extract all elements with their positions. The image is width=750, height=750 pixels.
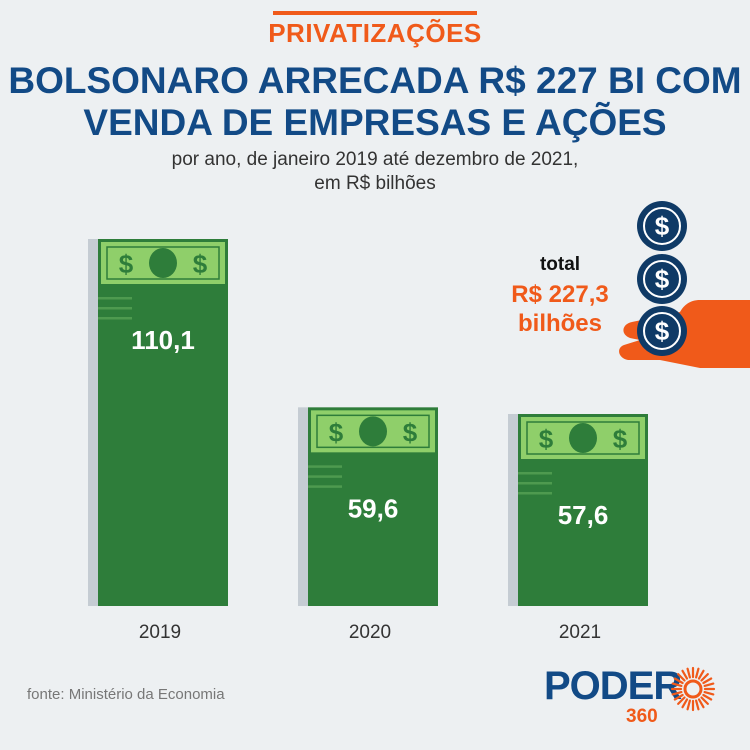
title-line-1: BOLSONARO ARRECADA R$ 227 BI COM: [8, 60, 742, 101]
bar-stripe: [98, 297, 132, 300]
bill-frame: [316, 414, 430, 449]
bar-stripe: [308, 485, 342, 488]
sun-ray: [697, 698, 705, 709]
hand-with-coins-illustration: $ $ $: [619, 201, 750, 368]
subtitle-line-2: em R$ bilhões: [314, 173, 436, 194]
sun-ray: [677, 696, 686, 705]
bill-frame: [106, 246, 220, 280]
kicker: PRIVATIZAÇÕES: [268, 18, 482, 48]
bar-stripe: [518, 472, 552, 475]
bar-stripe: [518, 482, 552, 485]
sun-ray: [671, 682, 683, 687]
coin-dollar-icon: $: [655, 211, 670, 241]
sun-ray: [681, 669, 689, 680]
sun-ray: [702, 677, 713, 685]
bar-2019: [98, 239, 228, 606]
chart-title: BOLSONARO ARRECADA R$ 227 BI COM VENDA D…: [0, 60, 750, 144]
bar-group-2021: $ $57,6 2021: [508, 414, 648, 643]
coin-2: $: [637, 254, 687, 304]
bar-shadow: [508, 414, 518, 606]
coin-dollar-icon: $: [655, 264, 670, 294]
coin-ring: [643, 312, 681, 350]
title-line-2: VENDA DE EMPRESAS E AÇÕES: [83, 102, 667, 143]
data-label-2019: 110,1: [131, 325, 195, 355]
bill-portrait-icon: [359, 416, 387, 447]
x-tick-label-2020: 2020: [349, 622, 391, 643]
chart-subtitle: por ano, de janeiro 2019 até dezembro de…: [0, 148, 750, 196]
total-label: total: [539, 254, 581, 275]
bill-frame: [526, 421, 640, 455]
sun-ray: [700, 696, 709, 705]
bill-dollar-icon: $: [403, 417, 418, 447]
bill-dollar-icon: $: [193, 249, 208, 279]
sun-ray: [695, 667, 700, 679]
bill-dollar-icon: $: [119, 249, 134, 279]
poder360-logo-number: 360: [626, 706, 658, 727]
bar-shadow: [298, 407, 308, 606]
bar-stripe: [518, 492, 552, 495]
bar-stripe: [98, 317, 132, 320]
subtitle-line-1: por ano, de janeiro 2019 até dezembro de…: [171, 149, 579, 170]
bill-dollar-icon: $: [329, 417, 344, 447]
x-tick-label-2019: 2019: [139, 622, 181, 643]
sun-ray: [686, 667, 691, 679]
bar-group-2019: $ $110,1 2019: [88, 239, 228, 643]
total-value: R$ 227,3 bilhões: [480, 280, 640, 338]
sun-ray: [681, 698, 689, 709]
bar-stripe: [98, 307, 132, 310]
x-tick-label-2021: 2021: [559, 622, 601, 643]
bar-stripe: [308, 465, 342, 468]
total-value-amount: R$ 227,3: [511, 281, 609, 308]
sun-ray: [677, 673, 686, 682]
bar-group-2020: $ $59,6 2020: [298, 407, 438, 643]
bar-shadow: [88, 239, 98, 606]
coin-dollar-icon: $: [655, 316, 670, 346]
bill-dollar-icon: $: [613, 424, 628, 454]
sun-ray: [673, 693, 684, 701]
bar-stripe: [308, 475, 342, 478]
coin-1: $: [637, 201, 687, 251]
sun-ray: [700, 673, 709, 682]
sun-ray: [686, 699, 691, 711]
coin-ring: [643, 260, 681, 298]
sun-ray: [702, 693, 713, 701]
coin-3: $: [637, 306, 687, 356]
sun-ray: [671, 691, 683, 696]
sun-ray: [673, 677, 684, 685]
total-value-unit: bilhões: [517, 310, 602, 337]
sun-ray: [703, 691, 715, 696]
bill-dollar-icon: $: [539, 424, 554, 454]
coin-ring: [643, 207, 681, 245]
sun-ray: [697, 669, 705, 680]
data-label-2020: 59,6: [348, 493, 399, 523]
sun-logo-icon: [670, 666, 716, 712]
bill-portrait-icon: [149, 248, 177, 278]
source-note: fonte: Ministério da Economia: [27, 686, 225, 703]
data-label-2021: 57,6: [558, 500, 609, 530]
poder360-logo-word: PODER: [544, 664, 682, 708]
kicker-rule: [273, 11, 477, 15]
sun-ray: [703, 682, 715, 687]
bill-portrait-icon: [569, 423, 597, 453]
sun-ray: [695, 699, 700, 711]
